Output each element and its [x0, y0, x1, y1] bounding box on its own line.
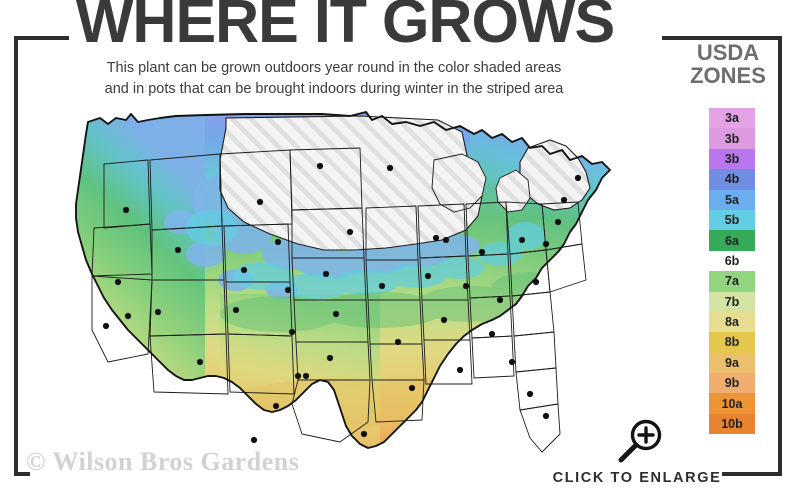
legend-swatch-3b-2: 3b [709, 148, 755, 170]
us-outline [75, 111, 611, 449]
usda-zone-legend: 3a 3b 3b 4b 5a 5b 6a 6b 7a 7b 8a 8b 9a 9b 10a 10b [709, 108, 755, 435]
subtitle-line-2: and in pots that can be brought indoors … [104, 80, 564, 97]
legend-swatch-label: 8a [725, 315, 739, 330]
legend-swatch-8b-11: 8b [709, 332, 755, 353]
frame-left-edge [14, 36, 18, 476]
subtitle: This plant can be grown outdoors year ro… [34, 58, 634, 99]
legend-swatch-label: 10a [721, 396, 743, 411]
legend-swatch-6a-6: 6a [709, 230, 755, 251]
frame-right-edge [778, 36, 782, 476]
legend-title-line-2: ZONES [690, 62, 766, 88]
legend-swatch-label: 3b [724, 131, 740, 146]
click-to-enlarge-label[interactable]: CLICK TO ENLARGE [552, 470, 722, 486]
legend-title: USDA ZONES [676, 40, 780, 88]
legend-swatch-7b-9: 7b [709, 291, 755, 312]
state-boundaries [91, 147, 587, 453]
subtitle-line-1: This plant can be grown outdoors year ro… [106, 60, 562, 76]
page-title: WHERE IT GROWS [75, 0, 615, 55]
frame-top-right [662, 36, 782, 40]
legend-swatch-label: 5b [724, 213, 740, 228]
legend-swatch-label: 3a [725, 111, 739, 126]
legend-swatch-label: 10b [721, 417, 743, 432]
legend-swatch-5b-5: 5b [709, 209, 755, 231]
legend-swatch-label: 8b [724, 335, 740, 350]
legend-title-line-1: USDA [696, 40, 760, 65]
legend-swatch-label: 3b [724, 151, 740, 166]
legend-swatch-10a-14: 10a [709, 393, 755, 414]
unshaded-south-florida [532, 404, 558, 452]
legend-swatch-label: 9b [724, 376, 740, 391]
legend-swatch-9b-13: 9b [709, 373, 755, 394]
frame-bottom-left [14, 472, 30, 476]
legend-swatch-3a-0: 3a [709, 108, 755, 129]
legend-swatch-7a-8: 7a [709, 271, 755, 292]
watermark: © Wilson Bros Gardens [26, 447, 300, 476]
legend-swatch-4b-3: 4b [709, 169, 755, 190]
legend-swatch-5a-4: 5a [709, 189, 755, 210]
frame-bottom-right [722, 472, 782, 476]
legend-swatch-3b-1: 3b [709, 128, 755, 149]
legend-swatch-8a-10: 8a [709, 311, 755, 333]
legend-swatch-label: 6a [725, 233, 739, 248]
legend-swatch-10b-15: 10b [709, 413, 755, 435]
frame-top-left [14, 36, 69, 40]
legend-swatch-label: 5a [725, 192, 739, 207]
legend-swatch-label: 6b [724, 253, 740, 268]
legend-swatch-label: 4b [724, 172, 740, 187]
legend-swatch-label: 9a [725, 355, 739, 370]
legend-swatch-9a-12: 9a [709, 352, 755, 374]
legend-swatch-label: 7a [725, 274, 739, 289]
magnifier-plus-icon[interactable] [615, 418, 667, 464]
usda-hardiness-zone-map[interactable] [30, 104, 650, 464]
legend-swatch-6b-7: 6b [709, 251, 755, 271]
legend-swatch-label: 7b [724, 294, 740, 309]
city-markers [102, 162, 582, 444]
